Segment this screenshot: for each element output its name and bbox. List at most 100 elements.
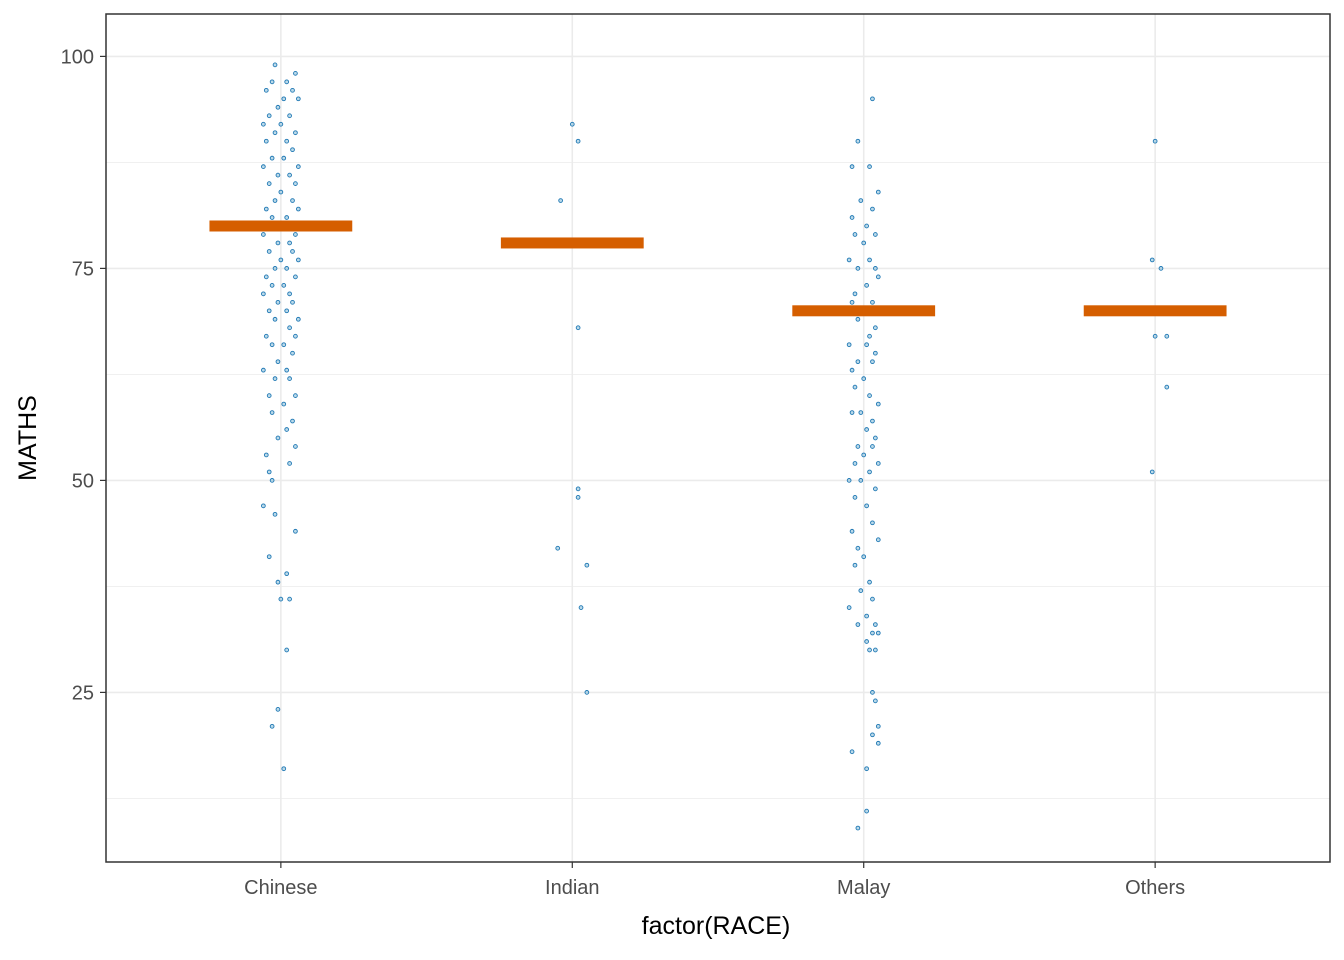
data-point bbox=[261, 121, 266, 127]
data-point bbox=[290, 147, 295, 153]
data-point bbox=[261, 232, 266, 237]
data-point bbox=[261, 503, 266, 509]
data-point bbox=[875, 537, 881, 543]
data-point bbox=[875, 723, 881, 729]
data-point bbox=[275, 707, 281, 712]
data-point bbox=[287, 596, 292, 602]
y-tick-label: 100 bbox=[61, 46, 94, 68]
data-point bbox=[873, 350, 878, 356]
data-point bbox=[290, 299, 295, 305]
data-point bbox=[266, 393, 272, 398]
data-point bbox=[852, 495, 858, 500]
data-point bbox=[858, 478, 864, 483]
data-point bbox=[875, 401, 881, 407]
data-point bbox=[864, 766, 869, 772]
data-point bbox=[867, 647, 872, 653]
data-point bbox=[578, 605, 584, 610]
data-point bbox=[849, 164, 855, 169]
data-point bbox=[870, 206, 875, 212]
data-point bbox=[861, 240, 867, 246]
data-point bbox=[855, 444, 861, 449]
x-axis: Chinese Indian Malay Others bbox=[244, 862, 1185, 899]
data-point bbox=[864, 613, 869, 619]
mean-bar-malay bbox=[792, 305, 936, 317]
data-point bbox=[293, 274, 298, 280]
data-point bbox=[284, 266, 290, 271]
mean-bar-indian bbox=[500, 237, 644, 249]
data-point bbox=[263, 87, 269, 93]
data-point bbox=[287, 113, 292, 119]
data-point bbox=[293, 444, 298, 449]
means-layer bbox=[209, 220, 1227, 317]
data-point bbox=[861, 452, 867, 458]
data-point bbox=[290, 249, 295, 254]
data-point bbox=[870, 418, 875, 424]
data-point bbox=[293, 71, 298, 76]
data-point bbox=[263, 274, 269, 280]
data-point bbox=[852, 291, 858, 297]
data-point bbox=[269, 342, 275, 348]
data-point bbox=[852, 461, 858, 466]
data-point bbox=[873, 325, 878, 331]
data-point bbox=[269, 79, 275, 85]
data-point bbox=[575, 138, 581, 144]
data-point bbox=[295, 164, 301, 169]
data-point bbox=[864, 808, 869, 814]
x-axis-title: factor(RACE) bbox=[642, 912, 791, 940]
points-layer bbox=[261, 62, 1170, 831]
data-point bbox=[269, 283, 275, 288]
data-point bbox=[284, 215, 290, 220]
data-point bbox=[266, 469, 272, 475]
data-point bbox=[870, 359, 875, 365]
panel-frame bbox=[105, 13, 1331, 863]
data-point bbox=[849, 410, 855, 415]
data-point bbox=[1149, 469, 1155, 475]
data-point bbox=[266, 308, 272, 314]
data-point bbox=[272, 511, 278, 517]
data-point bbox=[272, 266, 278, 271]
data-point bbox=[867, 579, 872, 585]
data-point bbox=[293, 333, 298, 339]
data-point bbox=[290, 87, 295, 93]
data-point bbox=[295, 257, 301, 263]
data-point bbox=[261, 291, 266, 297]
mean-bar-chinese bbox=[209, 220, 353, 232]
data-point bbox=[569, 121, 575, 127]
data-point bbox=[293, 528, 298, 534]
data-point bbox=[873, 232, 878, 237]
data-point bbox=[1152, 333, 1158, 339]
data-point bbox=[295, 96, 301, 102]
data-point bbox=[263, 452, 269, 458]
data-point bbox=[555, 545, 561, 551]
data-point bbox=[266, 181, 272, 186]
data-point bbox=[263, 333, 269, 339]
data-point bbox=[870, 444, 875, 449]
data-point bbox=[295, 206, 301, 212]
x-tick-label-indian: Indian bbox=[545, 877, 600, 899]
data-point bbox=[864, 223, 869, 229]
data-point bbox=[284, 427, 290, 432]
data-point bbox=[875, 461, 881, 466]
data-point bbox=[855, 622, 861, 627]
x-tick-label-malay: Malay bbox=[837, 877, 890, 899]
data-point bbox=[849, 367, 855, 373]
data-point bbox=[852, 232, 858, 237]
data-point bbox=[870, 596, 875, 602]
data-point bbox=[266, 249, 272, 254]
data-point bbox=[1152, 138, 1158, 144]
data-point bbox=[287, 376, 292, 381]
data-point bbox=[293, 130, 298, 136]
data-point bbox=[855, 266, 861, 271]
data-point bbox=[867, 257, 872, 263]
data-point bbox=[858, 198, 864, 203]
data-point bbox=[875, 630, 881, 636]
data-point bbox=[269, 215, 275, 220]
y-tick-label: 50 bbox=[72, 470, 94, 492]
data-point bbox=[287, 172, 292, 178]
data-point bbox=[861, 554, 867, 560]
data-point bbox=[864, 503, 869, 509]
data-point bbox=[864, 639, 869, 644]
data-point bbox=[873, 266, 878, 271]
data-point bbox=[272, 198, 278, 203]
data-point bbox=[575, 495, 581, 500]
